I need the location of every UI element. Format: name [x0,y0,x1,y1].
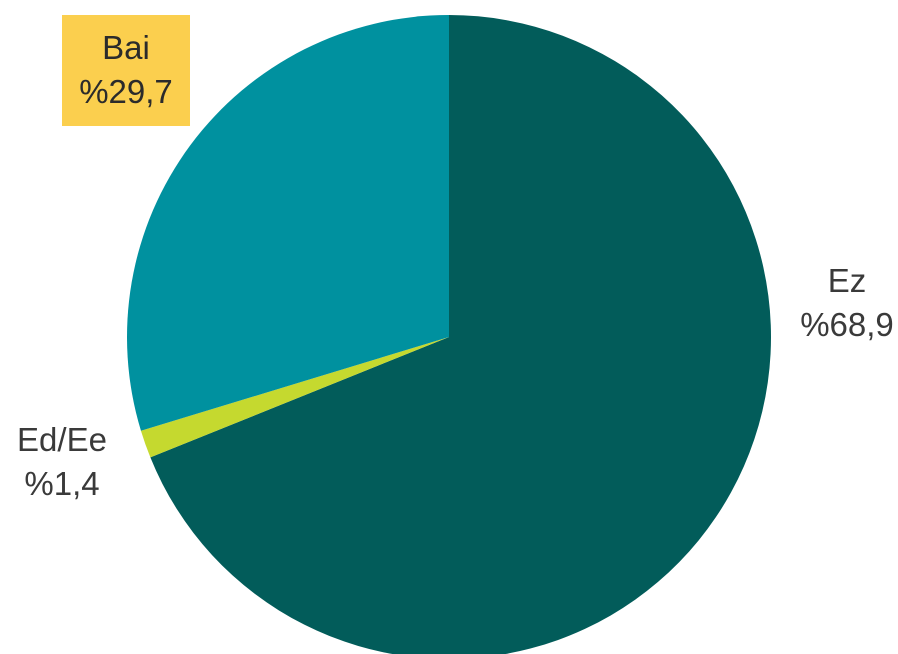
slice-name-ez: Ez [827,262,867,299]
slice-label-ez: Ez %68,9 [792,259,898,347]
slice-name-ed-ee: Ed/Ee [17,421,107,458]
pie-slice-ed-ee [140,337,449,458]
slice-name-bai: Bai [102,29,150,66]
slice-value-ed-ee: %1,4 [24,465,100,502]
slice-label-ed-ee: Ed/Ee %1,4 [0,418,124,506]
pie-slice-bai [127,15,449,431]
pie-slice-ez [150,15,771,654]
slice-label-bai: Bai %29,7 [62,15,190,126]
slice-value-bai: %29,7 [79,73,173,110]
slice-value-ez: %68,9 [800,306,894,343]
